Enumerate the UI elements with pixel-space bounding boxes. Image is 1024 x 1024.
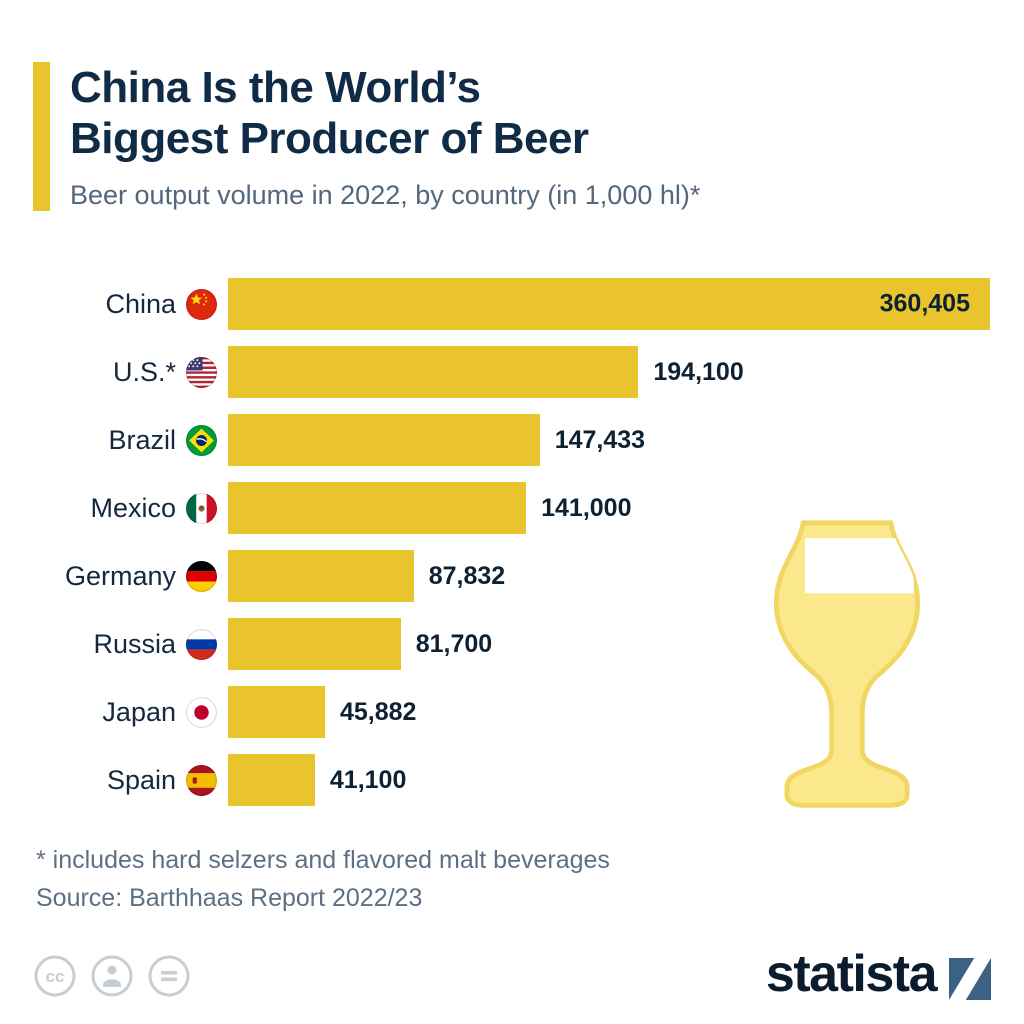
value-label: 45,882 xyxy=(340,697,417,726)
chart-row: Spain 41,100 xyxy=(33,754,990,806)
statista-logo[interactable]: statista xyxy=(766,948,991,1000)
bar-track: 194,100 xyxy=(228,346,990,398)
category-label-cell: Russia xyxy=(33,628,228,660)
category-label-cell: Japan xyxy=(33,696,228,728)
category-label-cell: U.S.* xyxy=(33,356,228,388)
value-label: 41,100 xyxy=(329,765,407,794)
country-label: Brazil xyxy=(108,424,176,455)
bar xyxy=(228,346,639,398)
value-label: 147,433 xyxy=(554,425,646,454)
statista-logo-text: statista xyxy=(765,945,938,1003)
value-label: 141,000 xyxy=(541,493,632,522)
bar-track: 360,405 xyxy=(228,278,990,330)
category-label-cell: Spain xyxy=(33,764,228,796)
chart-row: China 360,405 xyxy=(33,278,990,330)
country-label: Japan xyxy=(102,696,176,727)
bar xyxy=(228,754,315,806)
flag-brazil-icon xyxy=(186,424,217,456)
title-line-1: China Is the World’s xyxy=(70,63,481,112)
chart-row: Mexico 141,000 xyxy=(33,482,990,534)
bar-track: 147,433 xyxy=(228,414,990,466)
chart-row: Russia 81,700 xyxy=(33,618,990,670)
license-badges: cc xyxy=(33,954,191,998)
value-label: 194,100 xyxy=(653,357,744,386)
beer-glass-icon xyxy=(742,515,952,815)
flag-japan-icon xyxy=(186,696,217,728)
attribution-person-icon[interactable] xyxy=(90,954,134,998)
bar-track: 41,100 xyxy=(228,754,990,806)
accent-bar xyxy=(33,62,50,212)
country-label: U.S.* xyxy=(112,356,176,387)
header: China Is the World’s Biggest Producer of… xyxy=(33,62,984,212)
chart-row: Brazil 147,433 xyxy=(33,414,990,466)
chart-subtitle: Beer output volume in 2022, by country (… xyxy=(70,179,701,210)
flag-us-icon xyxy=(186,356,217,388)
chart-row: Germany 87,832 xyxy=(33,550,990,602)
category-label-cell: Germany xyxy=(33,560,228,592)
bar-chart: China 360,405 U.S.* 194,100 Brazil 147,433 Mex… xyxy=(33,278,990,822)
bar xyxy=(228,618,401,670)
bar-track: 87,832 xyxy=(228,550,990,602)
footnote: * includes hard selzers and flavored mal… xyxy=(36,846,610,874)
bar xyxy=(228,482,527,534)
value-label: 360,405 xyxy=(879,289,970,318)
category-label-cell: China xyxy=(33,288,228,320)
bar-track: 81,700 xyxy=(228,618,990,670)
bar-track: 141,000 xyxy=(228,482,990,534)
country-label: Spain xyxy=(106,764,176,795)
flag-china-icon xyxy=(186,288,217,320)
category-label-cell: Brazil xyxy=(33,424,228,456)
country-label: China xyxy=(105,288,176,319)
flag-russia-icon xyxy=(186,628,217,660)
flag-mexico-icon xyxy=(186,492,217,524)
creative-commons-icon[interactable]: cc xyxy=(33,954,77,998)
page-title: China Is the World’s Biggest Producer of… xyxy=(70,62,700,165)
bar xyxy=(228,414,540,466)
flag-spain-icon xyxy=(186,764,217,796)
value-label: 81,700 xyxy=(415,629,493,658)
category-label-cell: Mexico xyxy=(33,492,228,524)
bar-track: 45,882 xyxy=(228,686,990,738)
country-label: Russia xyxy=(93,628,176,659)
bar xyxy=(228,550,414,602)
country-label: Mexico xyxy=(90,492,176,523)
bar xyxy=(228,686,325,738)
svg-text:cc: cc xyxy=(46,967,65,986)
chart-row: Japan 45,882 xyxy=(33,686,990,738)
title-line-2: Biggest Producer of Beer xyxy=(70,114,589,164)
flag-germany-icon xyxy=(186,560,217,592)
statista-logo-mark-icon xyxy=(949,958,991,1000)
bar: 360,405 xyxy=(228,278,990,330)
equal-license-icon[interactable] xyxy=(147,954,191,998)
value-label: 87,832 xyxy=(428,561,506,590)
chart-row: U.S.* 194,100 xyxy=(33,346,990,398)
country-label: Germany xyxy=(64,560,176,591)
source-line: Source: Barthhaas Report 2022/23 xyxy=(36,884,423,912)
